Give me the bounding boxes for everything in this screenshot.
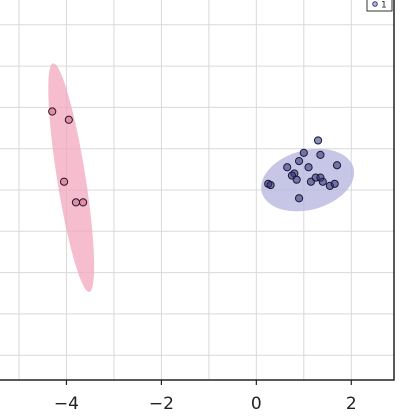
data-point-series-2 <box>294 156 304 166</box>
data-point-series-2 <box>283 163 292 172</box>
data-point-series-1 <box>48 107 57 116</box>
cluster-ellipse-1 <box>48 63 95 292</box>
legend-label: 1 <box>381 1 387 11</box>
legend-marker <box>372 1 378 7</box>
data-point-series-2 <box>318 177 327 186</box>
plot-frame <box>0 0 395 381</box>
data-point-series-1 <box>78 198 88 207</box>
legend: 1 <box>366 0 393 12</box>
x-tick-label: 0 <box>251 394 262 414</box>
data-point-series-2 <box>330 179 339 188</box>
data-point-series-2 <box>332 161 342 170</box>
x-tick-label: 2 <box>346 394 357 414</box>
data-point-series-2 <box>304 163 313 172</box>
data-point-series-2 <box>313 136 323 145</box>
data-point-series-1 <box>71 198 81 207</box>
data-point-series-2 <box>266 180 275 190</box>
x-axis-ticks: −4 −2 0 2 <box>54 380 357 414</box>
data-point-series-1 <box>59 177 69 186</box>
data-point-series-2 <box>299 148 308 157</box>
data-point-series-2 <box>294 194 304 203</box>
data-point-series-2 <box>292 175 301 184</box>
x-tick-label: −2 <box>149 394 174 414</box>
data-points <box>48 107 342 207</box>
data-point-series-1 <box>64 115 73 124</box>
data-point-series-2 <box>316 150 325 159</box>
grid-lines <box>0 0 394 380</box>
legend-box <box>366 0 393 12</box>
x-tick-label: −4 <box>54 394 79 414</box>
